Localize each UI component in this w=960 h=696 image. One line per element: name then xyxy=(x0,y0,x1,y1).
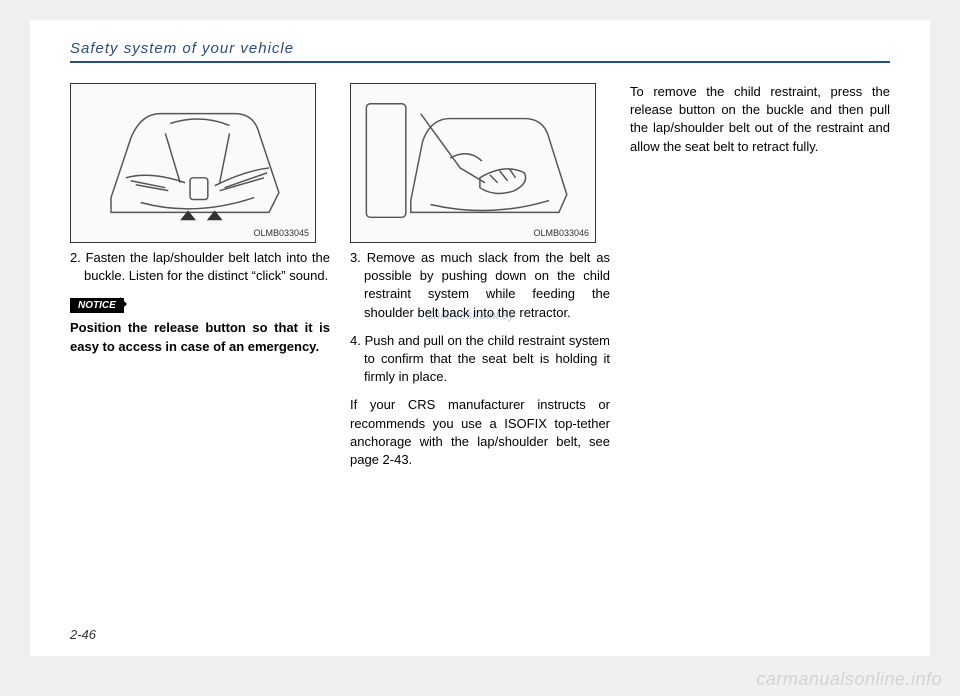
figure-2-caption: OLMB033046 xyxy=(533,228,589,238)
child-seat-push-down-illustration xyxy=(351,84,595,242)
content-columns: OLMB033045 2. Fasten the lap/shoulder be… xyxy=(70,83,890,479)
notice-text: Position the release button so that it i… xyxy=(70,319,330,355)
column-3: To remove the child restraint, press the… xyxy=(630,83,890,479)
page-title: Safety system of your vehicle xyxy=(70,40,890,57)
figure-2: OLMB033046 xyxy=(350,83,596,243)
faint-watermark: Child restraint sy xyxy=(425,308,514,322)
step-2-text: 2. Fasten the lap/shoulder belt latch in… xyxy=(70,249,330,285)
column-1: OLMB033045 2. Fasten the lap/shoulder be… xyxy=(70,83,330,479)
page-number: 2-46 xyxy=(70,627,96,642)
crs-isofix-note: If your CRS manufacturer instructs or re… xyxy=(350,396,610,469)
child-seat-buckle-illustration xyxy=(71,84,315,242)
notice-label: NOTICE xyxy=(70,298,124,313)
figure-1-caption: OLMB033045 xyxy=(253,228,309,238)
notice-badge-arrow xyxy=(120,297,127,311)
page-header: Safety system of your vehicle xyxy=(70,40,890,63)
notice-block: NOTICE Position the release button so th… xyxy=(70,295,330,355)
column-2: OLMB033046 3. Remove as much slack from … xyxy=(350,83,610,479)
figure-1: OLMB033045 xyxy=(70,83,316,243)
manual-page: Safety system of your vehicle xyxy=(30,20,930,656)
remove-restraint-text: To remove the child restraint, press the… xyxy=(630,83,890,156)
site-watermark: carmanualsonline.info xyxy=(756,669,942,690)
step-4-text: 4. Push and pull on the child restraint … xyxy=(350,332,610,387)
